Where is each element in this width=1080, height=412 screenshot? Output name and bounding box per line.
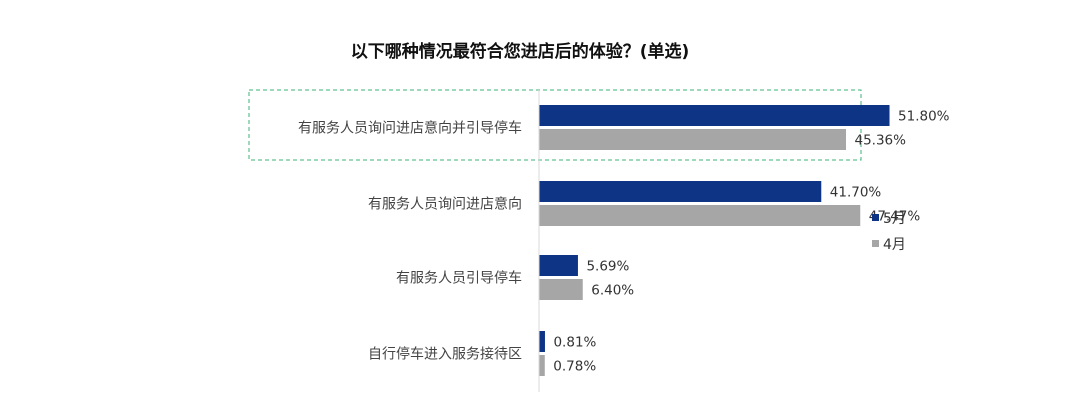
category-label: 有服务人员询问进店意向	[368, 196, 522, 213]
bar-may	[539, 331, 545, 352]
legend-label: 4月	[883, 237, 906, 253]
bar-april	[539, 205, 861, 226]
data-label: 47.47%	[869, 209, 921, 225]
bar-april	[539, 279, 583, 300]
category-label: 有服务人员询问进店意向并引导停车	[298, 120, 522, 137]
data-label: 6.40%	[591, 283, 634, 299]
bar-april	[539, 355, 545, 376]
chart-title: 以下哪种情况最符合您进店后的体验？(单选)	[351, 41, 690, 62]
data-label: 0.81%	[553, 335, 596, 351]
data-label: 0.78%	[553, 359, 596, 375]
bar-may	[539, 255, 578, 276]
legend-label: 5月	[883, 211, 906, 227]
data-label: 51.80%	[898, 109, 950, 125]
legend-swatch	[872, 240, 879, 247]
bar-may	[539, 181, 822, 202]
data-label: 41.70%	[830, 185, 882, 201]
bar-april	[539, 129, 847, 150]
legend-swatch	[872, 214, 879, 221]
bar-may	[539, 105, 890, 126]
data-label: 5.69%	[586, 259, 629, 275]
category-label: 有服务人员引导停车	[396, 270, 522, 287]
data-label: 45.36%	[855, 133, 907, 149]
category-label: 自行停车进入服务接待区	[368, 346, 522, 363]
